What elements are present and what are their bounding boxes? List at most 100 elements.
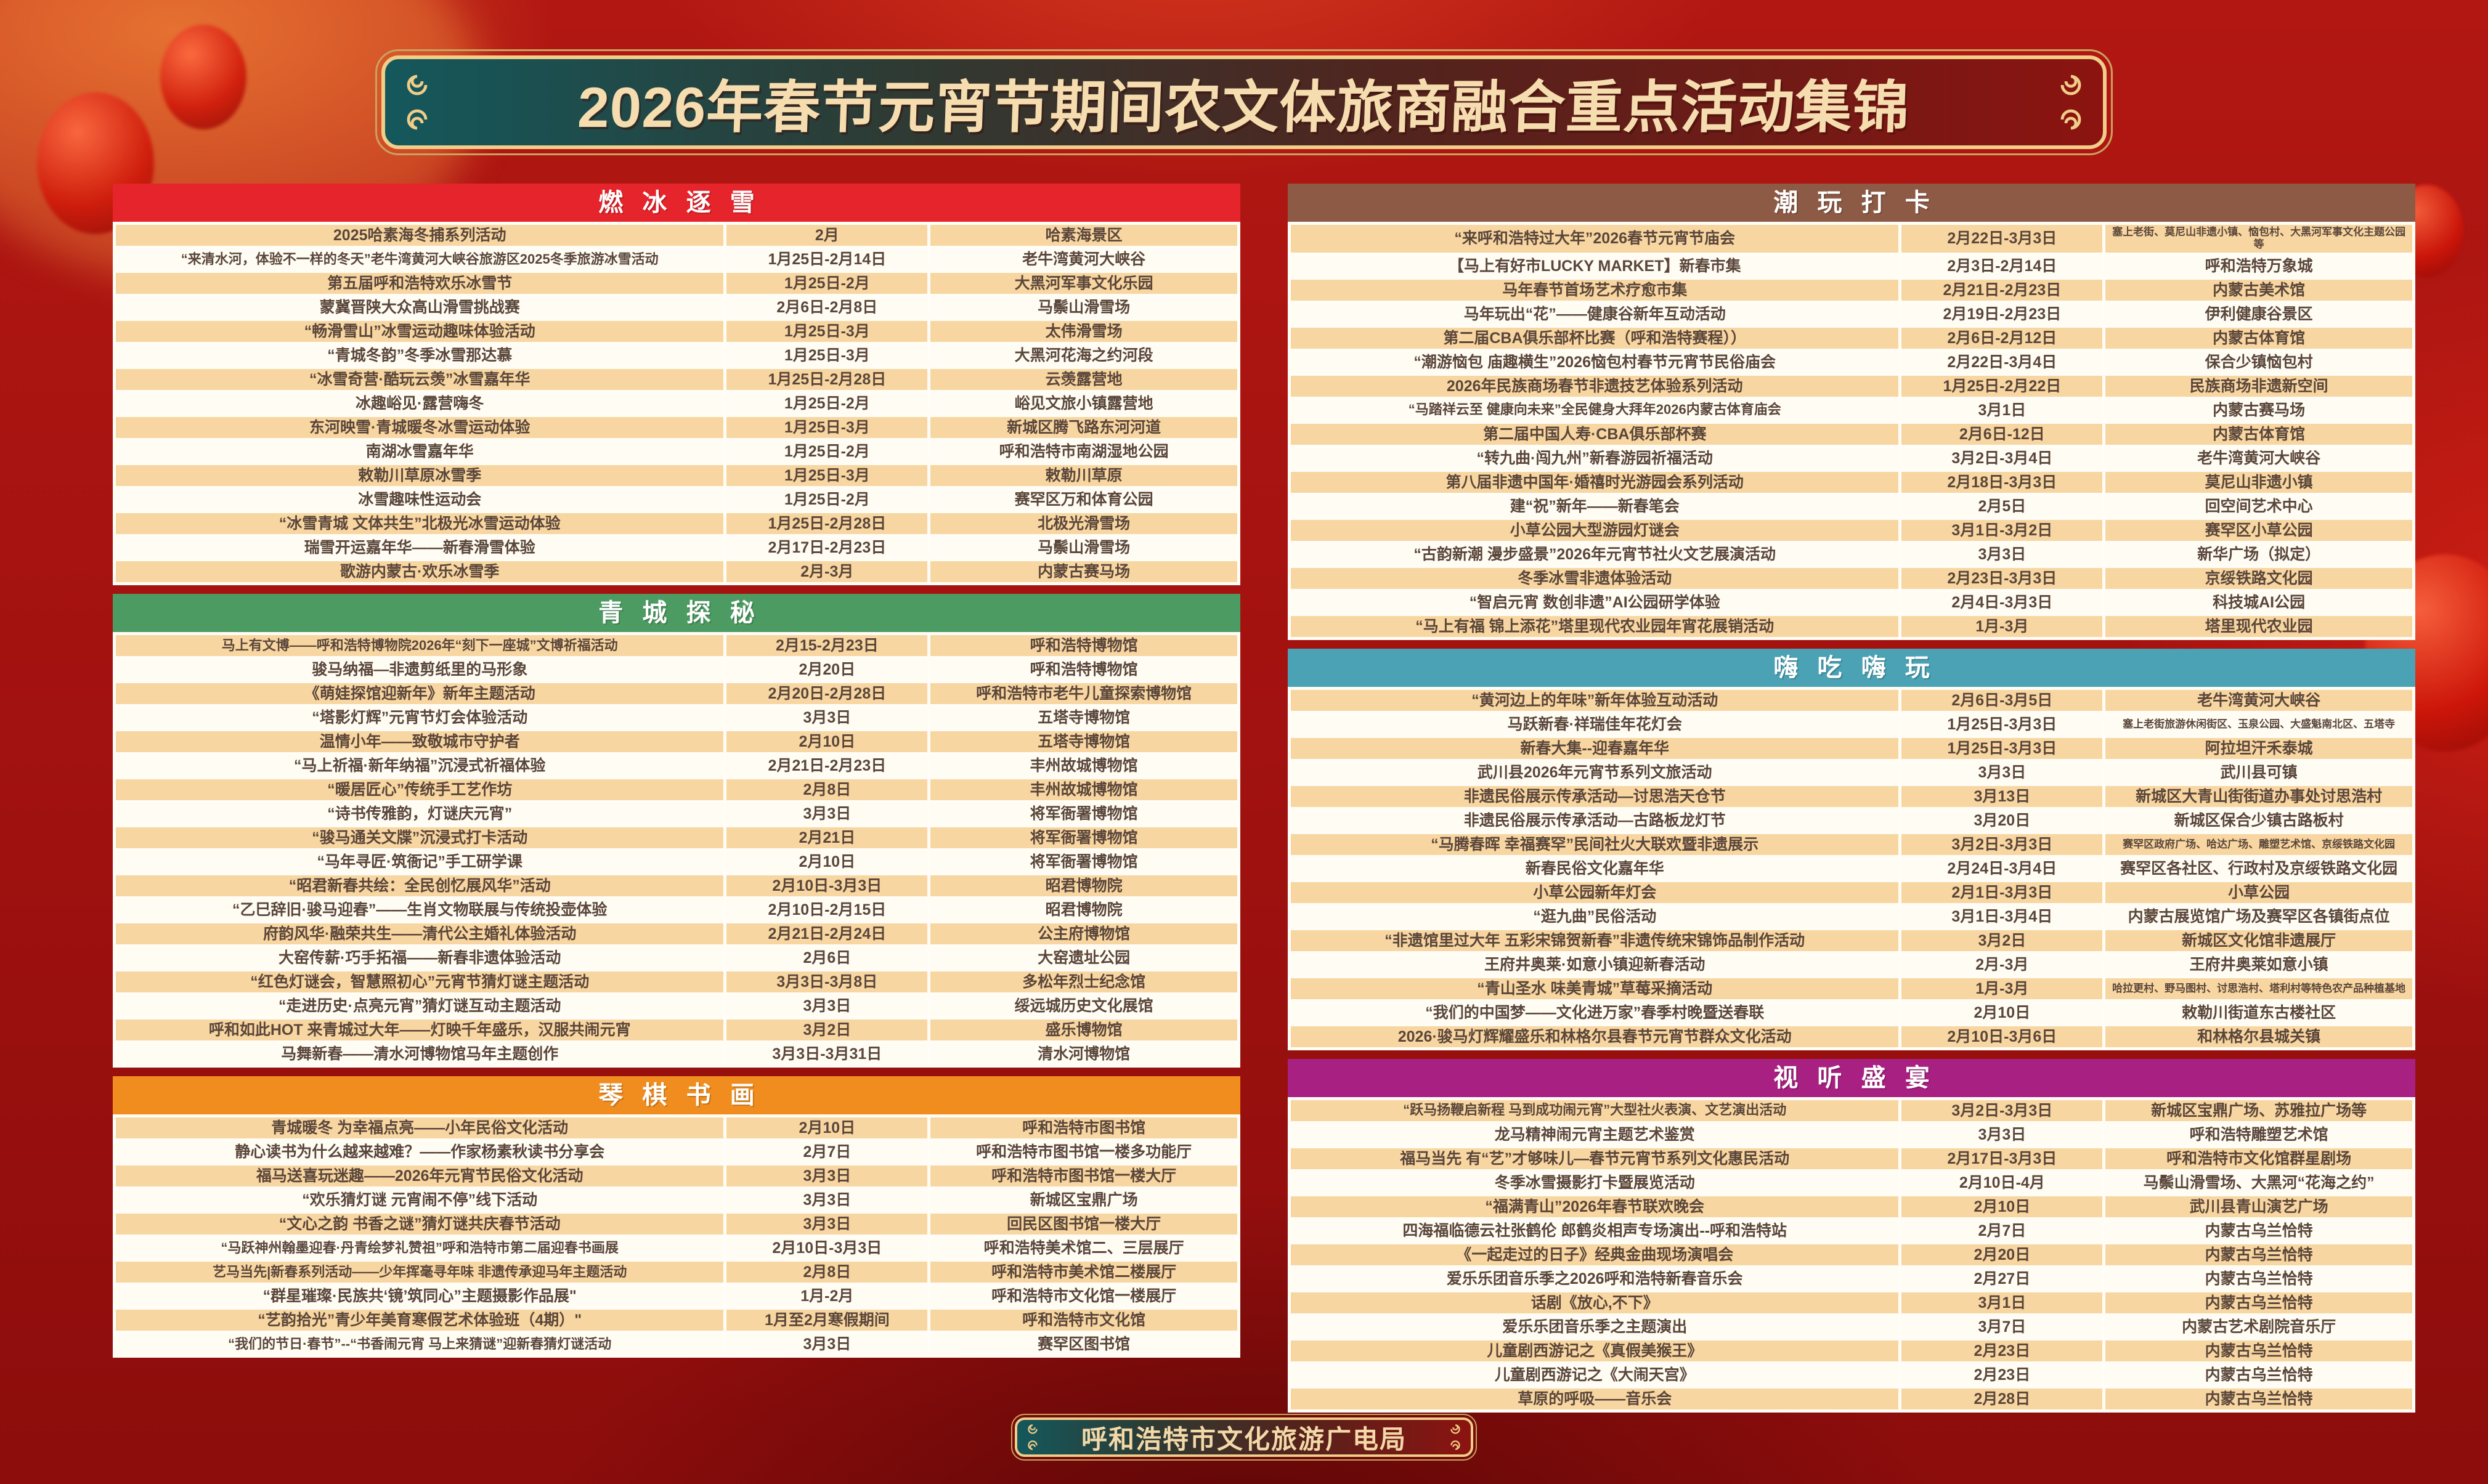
activity-name: 大窑传薪·巧手拓福——新春非遗体验活动 — [116, 947, 724, 968]
activity-date: 2月28日 — [1901, 1388, 2103, 1409]
activity-venue: 赛罕区小草公园 — [2105, 519, 2412, 541]
activity-name: 瑞雪开运嘉年华——新春滑雪体验 — [116, 537, 724, 558]
activity-name: “福满青山”2026年春节联欢晚会 — [1291, 1196, 1899, 1217]
activity-name: 蒙冀晋陕大众高山滑雪挑战赛 — [116, 297, 724, 318]
activity-venue: 内蒙古乌兰恰特 — [2105, 1340, 2412, 1361]
activity-venue: 内蒙古体育馆 — [2105, 423, 2412, 445]
activity-date: 2月23日 — [1901, 1340, 2103, 1361]
activity-date: 2月20日-2月28日 — [726, 683, 928, 704]
activity-date: 2月6日 — [726, 947, 928, 968]
activity-venue: 哈拉更村、野马图村、讨思浩村、塔利村等特色农产品种植基地 — [2105, 978, 2412, 999]
activity-venue: 呼和浩特市老牛儿童探索博物馆 — [930, 683, 1237, 704]
activity-venue: 呼和浩特市图书馆一楼多功能厅 — [930, 1141, 1237, 1162]
activity-name: 第八届非遗中国年·婚禧时光游园会系列活动 — [1291, 471, 1899, 493]
activity-date: 2月15-2月23日 — [726, 635, 928, 656]
activity-date: 2月3日-2月14日 — [1901, 255, 2103, 277]
activity-name: 马上有文博——呼和浩特博物院2026年“刻下一座城”文博祈福活动 — [116, 635, 724, 656]
activity-name: 爱乐乐团音乐季之2026呼和浩特新春音乐会 — [1291, 1268, 1899, 1289]
activity-venue: 塔里现代农业园 — [2105, 615, 2412, 637]
activity-name: 府韵风华·融荣共生——清代公主婚礼体验活动 — [116, 923, 724, 944]
activity-date: 2月23日-3月3日 — [1901, 567, 2103, 589]
activity-date: 3月1日-3月2日 — [1901, 519, 2103, 541]
activity-name: “红色灯谜会，智慧照初心”元宵节猜灯谜主题活动 — [116, 971, 724, 992]
activity-date: 3月3日 — [1901, 543, 2103, 565]
activity-name: “塔影灯辉”元宵节灯会体验活动 — [116, 707, 724, 728]
activity-name: “冰雪奇营·酷玩云羡”冰雪嘉年华 — [116, 369, 724, 390]
activity-venue: 新城区文化馆非遗展厅 — [2105, 930, 2412, 951]
activity-venue: 呼和浩特市文化馆一楼展厅 — [930, 1286, 1237, 1307]
activity-name: “马上祈福·新年纳福”沉浸式祈福体验 — [116, 755, 724, 776]
activity-name: “乙巳辞旧·骏马迎春”——生肖文物联展与传统投壶体验 — [116, 899, 724, 920]
activity-name: 冬季冰雪摄影打卡暨展览活动 — [1291, 1172, 1899, 1193]
activity-venue: 大窑遗址公园 — [930, 947, 1237, 968]
activity-venue: 呼和浩特万象城 — [2105, 255, 2412, 277]
activity-date: 2月20日 — [726, 659, 928, 680]
activity-date: 2月4日-3月3日 — [1901, 591, 2103, 613]
activity-name: 马跃新春·祥瑞佳年花灯会 — [1291, 713, 1899, 735]
activity-venue: 莫尼山非遗小镇 — [2105, 471, 2412, 493]
activity-date: 2月6日-2月8日 — [726, 297, 928, 318]
activity-table: 青城暖冬 为幸福点亮——小年民俗文化活动 2月10日 呼和浩特市图书馆 静心读书为什么… — [113, 1114, 1240, 1358]
activity-date: 1月25日-3月 — [726, 321, 928, 342]
activity-name: 呼和如此HOT 来青城过大年——灯映千年盛乐，汉服共闹元宵 — [116, 1020, 724, 1040]
activity-date: 3月3日 — [726, 1166, 928, 1186]
activity-date: 3月1日 — [1901, 1292, 2103, 1313]
activity-date: 1月-3月 — [1901, 615, 2103, 637]
activity-venue: 马鬃山滑雪场 — [930, 537, 1237, 558]
section-qingchengtanmi: 青城探秘马上有文博——呼和浩特博物院2026年“刻下一座城”文博祈福活动 2月15… — [113, 594, 1240, 1068]
activity-name: 马年春节首场艺术疗愈市集 — [1291, 279, 1899, 301]
activity-venue: 回民区图书馆一楼大厅 — [930, 1214, 1237, 1235]
activity-venue: 回空间艺术中心 — [2105, 495, 2412, 517]
scroll-ornament-icon — [407, 75, 428, 130]
activity-name: 非遗民俗展示传承活动—讨思浩天仓节 — [1291, 785, 1899, 807]
activity-date: 3月3日 — [1901, 1124, 2103, 1145]
activity-name: 青城暖冬 为幸福点亮——小年民俗文化活动 — [116, 1117, 724, 1138]
activity-venue: 呼和浩特市图书馆一楼大厅 — [930, 1166, 1237, 1186]
activity-name: “欢乐猜灯谜 元宵闹不停”线下活动 — [116, 1190, 724, 1210]
activity-date: 2月19日-2月23日 — [1901, 303, 2103, 325]
activity-date: 2月10日-4月 — [1901, 1172, 2103, 1193]
activity-venue: 内蒙古乌兰恰特 — [2105, 1364, 2412, 1385]
activity-venue: 和林格尔县城关镇 — [2105, 1026, 2412, 1047]
section-header-qinqishuhua: 琴棋书画 — [113, 1076, 1240, 1114]
activity-date: 2月1日-3月3日 — [1901, 882, 2103, 903]
activity-name: “诗书传雅韵，灯谜庆元宵” — [116, 803, 724, 824]
activity-name: 2026·骏马灯辉耀盛乐和林格尔县春节元宵节群众文化活动 — [1291, 1026, 1899, 1047]
title-banner: 2026年春节元宵节期间农文体旅商融合重点活动集锦 — [375, 49, 2113, 155]
activity-name: 艺马当先|新春系列活动——少年挥毫寻年味 非遗传承迎马年主题活动 — [116, 1262, 724, 1283]
footer-banner: 呼和浩特市文化旅游广电局 — [1011, 1414, 1477, 1461]
section-header-qingchengtanmi: 青城探秘 — [113, 594, 1240, 632]
activity-name: “潮游恼包 庙趣横生”2026恼包村春节元宵节民俗庙会 — [1291, 351, 1899, 373]
activity-name: 新春民俗文化嘉年华 — [1291, 858, 1899, 879]
activity-venue: 呼和浩特美术馆二、三层展厅 — [930, 1238, 1237, 1259]
section-header-shitingshengyan: 视听盛宴 — [1288, 1058, 2415, 1097]
activity-name: 2026年民族商场春节非遗技艺体验系列活动 — [1291, 375, 1899, 397]
activity-date: 1月25日-2月 — [726, 441, 928, 462]
activity-venue: 大黑河军事文化乐园 — [930, 273, 1237, 294]
activity-venue: 新城区大青山街街道办事处讨思浩村 — [2105, 785, 2412, 807]
activity-date: 2月17日-3月3日 — [1901, 1148, 2103, 1169]
activity-name: “走进历史·点亮元宵”猜灯谜互动主题活动 — [116, 995, 724, 1016]
activity-name: “智启元宵 数创非遗”AI公园研学体验 — [1291, 591, 1899, 613]
activity-date: 2月7日 — [1901, 1220, 2103, 1241]
activity-date: 1月25日-2月22日 — [1901, 375, 2103, 397]
activity-date: 3月1日 — [1901, 399, 2103, 421]
activity-date: 1月25日-3月 — [726, 345, 928, 366]
activity-venue: 内蒙古赛马场 — [2105, 399, 2412, 421]
activity-venue: 老牛湾黄河大峡谷 — [2105, 447, 2412, 469]
activity-venue: 赛罕区政府广场、哈达广场、雕塑艺术馆、京绥铁路文化园 — [2105, 833, 2412, 855]
activity-venue: 呼和浩特市美术馆二楼展厅 — [930, 1262, 1237, 1283]
activity-date: 2月6日-3月5日 — [1901, 689, 2103, 711]
section-header-chaowandaka: 潮玩打卡 — [1288, 184, 2415, 222]
activity-date: 3月2日-3月4日 — [1901, 447, 2103, 469]
activity-venue: 内蒙古美术馆 — [2105, 279, 2412, 301]
activity-date: 1月25日-2月 — [726, 489, 928, 510]
activity-date: 3月13日 — [1901, 785, 2103, 807]
activity-venue: 赛罕区图书馆 — [930, 1334, 1237, 1355]
activity-name: 新春大集--迎春嘉年华 — [1291, 737, 1899, 759]
activity-date: 2月21日 — [726, 827, 928, 848]
activity-venue: 将军衙署博物馆 — [930, 851, 1237, 872]
activity-name: 冰雪趣味性运动会 — [116, 489, 724, 510]
activity-date: 3月3日-3月31日 — [726, 1044, 928, 1064]
activity-name: 2025哈素海冬捕系列活动 — [116, 225, 724, 246]
